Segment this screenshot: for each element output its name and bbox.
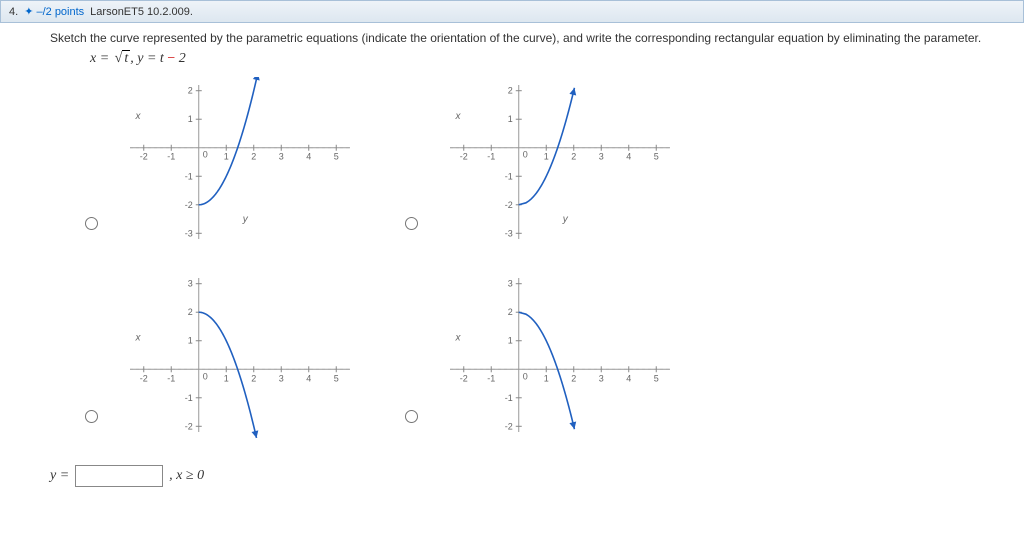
svg-text:x: x: [455, 333, 462, 344]
chart-option-D: -2 -1 0 1 2 3 4 5 -2 -1 1 2 3 x: [400, 270, 700, 453]
svg-text:2: 2: [188, 86, 193, 96]
svg-text:-1: -1: [185, 171, 193, 181]
svg-text:-1: -1: [487, 373, 495, 383]
answer-tail: , x ≥ 0: [169, 468, 204, 484]
chart-option-A: -2 -1 0 1 2 3 4 5 -3 -2 -1 1 2 x y: [80, 77, 380, 260]
svg-text:-1: -1: [167, 152, 175, 162]
question-header: 4. ✦ –/2 points LarsonET5 10.2.009.: [0, 0, 1024, 23]
svg-text:1: 1: [544, 373, 549, 383]
pad-icon: ✦: [24, 6, 33, 18]
svg-text:2: 2: [508, 86, 513, 96]
svg-text:4: 4: [306, 373, 311, 383]
svg-text:x: x: [455, 111, 462, 122]
svg-text:1: 1: [544, 152, 549, 162]
svg-text:1: 1: [508, 336, 513, 346]
parametric-equations: x = t, y = t − 2: [90, 51, 1012, 67]
question-prompt: Sketch the curve represented by the para…: [50, 31, 1012, 45]
question-number: 4.: [9, 6, 18, 18]
chart-radio-D[interactable]: [405, 410, 418, 423]
svg-text:2: 2: [251, 152, 256, 162]
svg-text:-3: -3: [185, 228, 193, 238]
svg-text:0: 0: [523, 371, 528, 381]
chart-B: -2 -1 0 1 2 3 4 5 -3 -2 -1 1 2 x y: [420, 77, 680, 257]
svg-text:5: 5: [654, 152, 659, 162]
svg-text:5: 5: [654, 373, 659, 383]
svg-text:2: 2: [571, 152, 576, 162]
svg-text:5: 5: [334, 373, 339, 383]
chart-radio-C[interactable]: [85, 410, 98, 423]
svg-text:1: 1: [188, 114, 193, 124]
svg-text:5: 5: [334, 152, 339, 162]
svg-text:2: 2: [508, 307, 513, 317]
svg-text:-1: -1: [505, 393, 513, 403]
svg-text:3: 3: [599, 152, 604, 162]
svg-text:3: 3: [279, 152, 284, 162]
svg-text:1: 1: [224, 373, 229, 383]
svg-text:-2: -2: [460, 152, 468, 162]
svg-text:2: 2: [571, 373, 576, 383]
svg-text:-2: -2: [140, 152, 148, 162]
svg-text:1: 1: [224, 152, 229, 162]
svg-text:3: 3: [279, 373, 284, 383]
svg-text:-1: -1: [167, 373, 175, 383]
svg-text:4: 4: [626, 373, 631, 383]
chart-A: -2 -1 0 1 2 3 4 5 -3 -2 -1 1 2 x y: [100, 77, 360, 257]
chart-radio-B[interactable]: [405, 217, 418, 230]
answer-input[interactable]: [75, 465, 163, 487]
svg-text:x: x: [135, 333, 142, 344]
svg-text:-2: -2: [460, 373, 468, 383]
svg-text:1: 1: [508, 114, 513, 124]
svg-text:-2: -2: [185, 421, 193, 431]
svg-text:0: 0: [523, 150, 528, 160]
svg-text:3: 3: [188, 279, 193, 289]
question-source: LarsonET5 10.2.009.: [90, 6, 193, 18]
sqrt-expression: t: [113, 51, 131, 67]
svg-text:-2: -2: [140, 373, 148, 383]
chart-D: -2 -1 0 1 2 3 4 5 -2 -1 1 2 3 x: [420, 270, 680, 450]
svg-text:1: 1: [188, 336, 193, 346]
svg-text:4: 4: [306, 152, 311, 162]
charts-grid: -2 -1 0 1 2 3 4 5 -3 -2 -1 1 2 x y -2 -1 0 1 2 3 4 5 -3 -2 -1 1 2 x y…: [80, 77, 1012, 453]
chart-C: -2 -1 0 1 2 3 4 5 -2 -1 1 2 3 x: [100, 270, 360, 450]
svg-text:3: 3: [508, 279, 513, 289]
chart-option-C: -2 -1 0 1 2 3 4 5 -2 -1 1 2 3 x: [80, 270, 380, 453]
chart-radio-A[interactable]: [85, 217, 98, 230]
svg-text:2: 2: [251, 373, 256, 383]
answer-lhs: y =: [50, 468, 69, 484]
question-body: Sketch the curve represented by the para…: [0, 23, 1024, 499]
svg-text:-3: -3: [505, 228, 513, 238]
svg-text:0: 0: [203, 150, 208, 160]
svg-text:y: y: [562, 214, 569, 225]
svg-text:-1: -1: [185, 393, 193, 403]
svg-text:-2: -2: [505, 421, 513, 431]
svg-text:-2: -2: [505, 200, 513, 210]
svg-text:4: 4: [626, 152, 631, 162]
svg-text:-1: -1: [487, 152, 495, 162]
svg-text:0: 0: [203, 371, 208, 381]
chart-option-B: -2 -1 0 1 2 3 4 5 -3 -2 -1 1 2 x y: [400, 77, 700, 260]
svg-text:-2: -2: [185, 200, 193, 210]
answer-row: y = , x ≥ 0: [50, 465, 1012, 487]
svg-text:y: y: [242, 214, 249, 225]
points-label: ✦ –/2 points: [24, 5, 84, 18]
svg-text:x: x: [135, 111, 142, 122]
svg-text:2: 2: [188, 307, 193, 317]
svg-text:-1: -1: [505, 171, 513, 181]
svg-text:3: 3: [599, 373, 604, 383]
